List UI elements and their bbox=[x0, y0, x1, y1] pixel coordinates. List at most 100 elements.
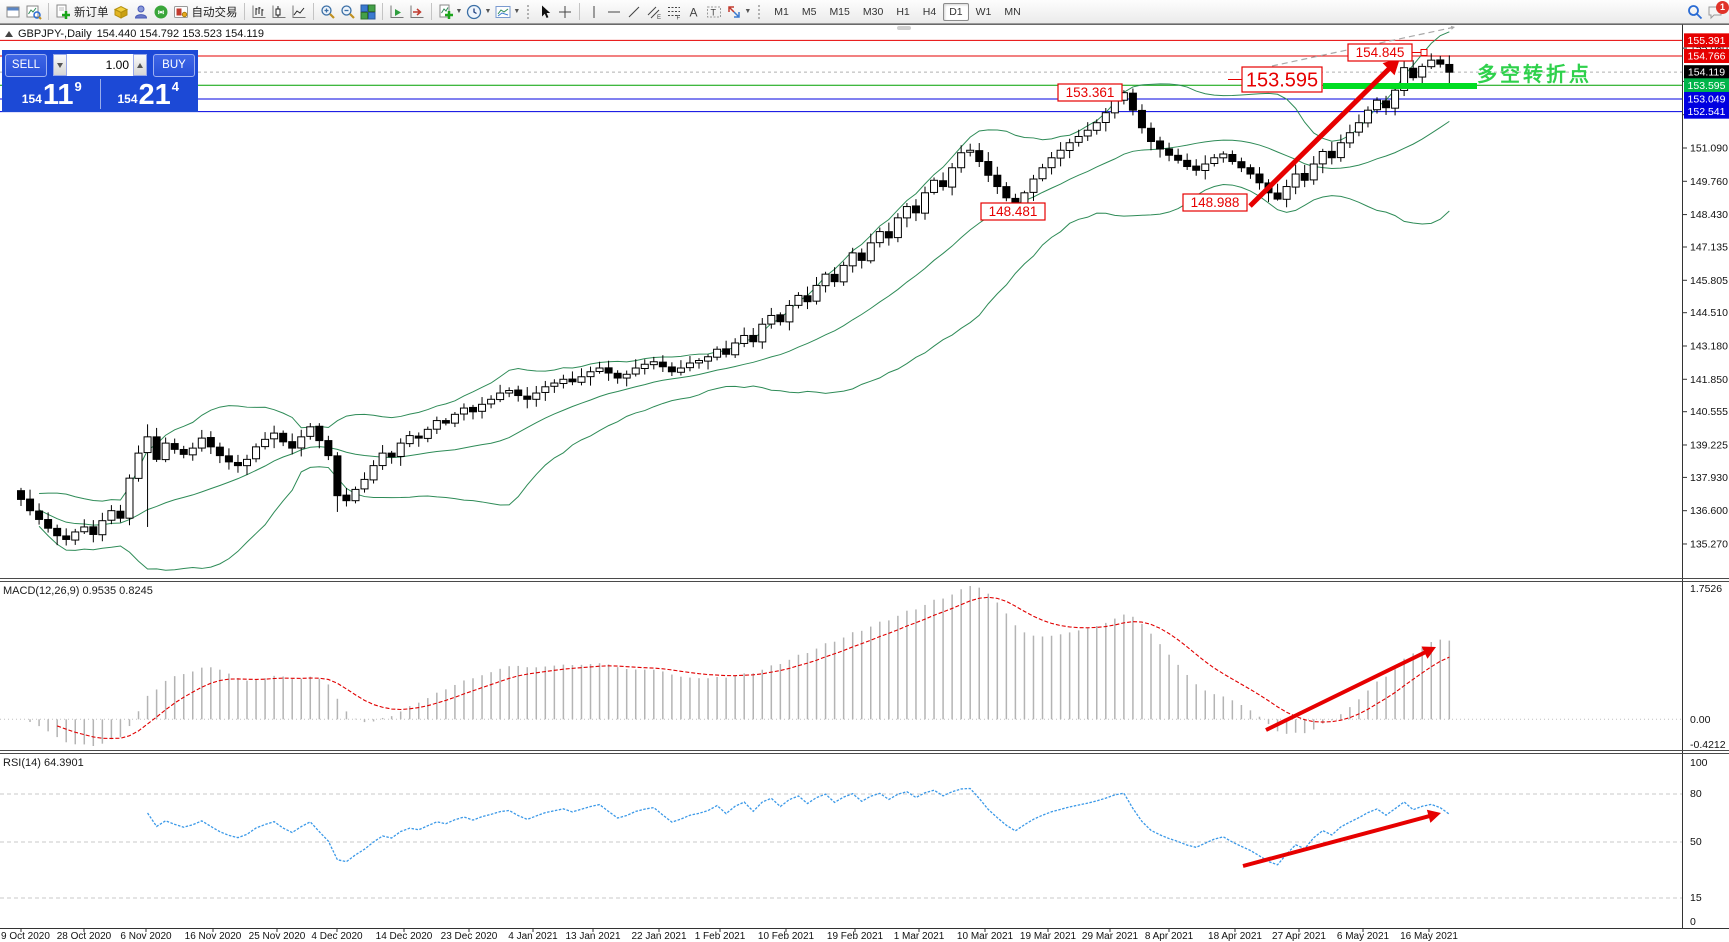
toolbar-separator bbox=[312, 3, 314, 20]
sell-price-frac: 9 bbox=[74, 79, 82, 94]
svg-text:25 Nov 2020: 25 Nov 2020 bbox=[249, 931, 306, 942]
text-label-button[interactable]: T bbox=[704, 2, 724, 22]
chevron-down-icon[interactable]: ▼ bbox=[513, 8, 521, 15]
svg-text:23 Dec 2020: 23 Dec 2020 bbox=[441, 931, 498, 942]
annotations[interactable]: 153.361 154.845 153.595 148.481 148.988 多空转折点 bbox=[980, 25, 1592, 868]
market-watch-button[interactable] bbox=[24, 2, 44, 22]
chart-window-button[interactable] bbox=[4, 2, 24, 22]
candlestick-chart-button[interactable] bbox=[269, 2, 289, 22]
tile-windows-button[interactable] bbox=[358, 2, 378, 22]
svg-text:140.555: 140.555 bbox=[1690, 406, 1728, 418]
new-order-button[interactable]: 新订单 bbox=[53, 2, 111, 22]
price-axis[interactable]: 155.080153.750152.420151.090149.760148.4… bbox=[1682, 33, 1729, 550]
svg-text:151.090: 151.090 bbox=[1690, 143, 1728, 155]
text-button[interactable]: A bbox=[684, 2, 704, 22]
tf-H4[interactable]: H4 bbox=[922, 5, 937, 18]
chevron-down-icon[interactable]: ▼ bbox=[744, 8, 752, 15]
profile-button[interactable] bbox=[131, 2, 151, 22]
zoom-out-button[interactable] bbox=[338, 2, 358, 22]
metaeditor-icon bbox=[113, 4, 129, 20]
line-chart-icon bbox=[291, 4, 307, 20]
svg-text:16 May 2021: 16 May 2021 bbox=[1400, 931, 1458, 942]
svg-text:148.481: 148.481 bbox=[989, 204, 1038, 219]
price-callout[interactable] bbox=[1057, 83, 1123, 102]
svg-text:6 May 2021: 6 May 2021 bbox=[1337, 931, 1390, 942]
auto-scroll-icon bbox=[389, 4, 405, 20]
metaeditor-button[interactable] bbox=[111, 2, 131, 22]
tile-windows-icon bbox=[360, 4, 376, 20]
svg-text:153.361: 153.361 bbox=[1066, 85, 1115, 100]
chart-shift-button[interactable] bbox=[407, 2, 427, 22]
sell-button[interactable]: SELL bbox=[5, 53, 47, 77]
auto-scroll-button[interactable] bbox=[387, 2, 407, 22]
signals-button[interactable] bbox=[151, 2, 171, 22]
tf-M5[interactable]: M5 bbox=[801, 5, 817, 18]
svg-text:19 Feb 2021: 19 Feb 2021 bbox=[827, 931, 884, 942]
svg-text:149.760: 149.760 bbox=[1690, 176, 1728, 188]
rsi-pane: 100 80 50 15 0 bbox=[0, 757, 1708, 928]
svg-text:1 Feb 2021: 1 Feb 2021 bbox=[695, 931, 746, 942]
toolbar-separator bbox=[430, 3, 432, 20]
buy-quote[interactable]: 154 21 4 bbox=[102, 79, 196, 110]
date-axis[interactable]: 9 Oct 2020 28 Oct 2020 6 Nov 2020 16 Nov 20… bbox=[1, 928, 1458, 942]
crosshair-button[interactable] bbox=[555, 2, 575, 22]
tf-H1[interactable]: H1 bbox=[896, 5, 910, 18]
bar-chart-button[interactable] bbox=[249, 2, 269, 22]
quote-divider bbox=[99, 79, 101, 109]
svg-text:13 Jan 2021: 13 Jan 2021 bbox=[565, 931, 620, 942]
toolbar-grip[interactable] bbox=[526, 3, 532, 20]
pane-grip[interactable] bbox=[897, 26, 911, 30]
price-callout[interactable] bbox=[1182, 193, 1248, 212]
chevron-down-icon[interactable]: ▼ bbox=[455, 8, 463, 15]
tf-MN[interactable]: MN bbox=[1004, 5, 1021, 18]
crosshair-icon bbox=[557, 4, 573, 20]
tf-M1[interactable]: M1 bbox=[774, 5, 789, 18]
buy-button[interactable]: BUY bbox=[153, 53, 195, 77]
toolbar-separator bbox=[579, 3, 581, 20]
toolbar-grip[interactable] bbox=[757, 3, 763, 20]
new-order-icon bbox=[55, 4, 71, 20]
vertical-line-button[interactable] bbox=[584, 2, 604, 22]
arrows-button[interactable]: ▼ bbox=[724, 2, 753, 22]
search-button[interactable] bbox=[1685, 2, 1705, 22]
sell-quote[interactable]: 154 11 9 bbox=[5, 79, 99, 110]
horizontal-line-button[interactable] bbox=[604, 2, 624, 22]
tf-D1[interactable]: D1 bbox=[943, 2, 969, 21]
trendline-button[interactable] bbox=[624, 2, 644, 22]
toolbar-separator bbox=[381, 3, 383, 20]
cursor-button[interactable] bbox=[535, 2, 555, 22]
collapse-arrow-icon[interactable] bbox=[5, 31, 13, 37]
volume-input[interactable] bbox=[67, 54, 133, 76]
price-callout[interactable] bbox=[980, 202, 1046, 221]
svg-text:1.7526: 1.7526 bbox=[1690, 583, 1722, 595]
triangle-up-icon bbox=[137, 62, 143, 68]
periods-button[interactable]: ▼ bbox=[464, 2, 493, 22]
svg-text:152.541: 152.541 bbox=[1688, 106, 1726, 118]
zoom-in-button[interactable] bbox=[318, 2, 338, 22]
volume-increase-button[interactable] bbox=[133, 54, 147, 76]
svg-text:1 Mar 2021: 1 Mar 2021 bbox=[894, 931, 945, 942]
tf-W1[interactable]: W1 bbox=[975, 5, 992, 18]
toolbar-separator bbox=[48, 3, 49, 20]
symbol-ohlc-line: GBPJPY-,Daily 154.440 154.792 153.523 15… bbox=[5, 28, 264, 40]
chart-window-icon bbox=[6, 4, 22, 20]
svg-text:148.988: 148.988 bbox=[1191, 195, 1240, 210]
autotrading-button[interactable]: 自动交易 bbox=[171, 2, 240, 22]
svg-text:141.850: 141.850 bbox=[1690, 374, 1728, 386]
templates-button[interactable]: ▼ bbox=[493, 2, 522, 22]
indicators-button[interactable]: ▼ bbox=[436, 2, 465, 22]
chat-button[interactable]: 1 bbox=[1705, 0, 1729, 22]
fibonacci-button[interactable]: F bbox=[664, 2, 684, 22]
chevron-down-icon[interactable]: ▼ bbox=[484, 8, 492, 15]
line-chart-button[interactable] bbox=[289, 2, 309, 22]
svg-text:F: F bbox=[677, 15, 681, 20]
volume-decrease-button[interactable] bbox=[53, 54, 67, 76]
svg-text:29 Mar 2021: 29 Mar 2021 bbox=[1082, 931, 1139, 942]
equidistant-channel-button[interactable]: E bbox=[644, 2, 664, 22]
svg-text:10 Feb 2021: 10 Feb 2021 bbox=[758, 931, 815, 942]
tf-M30[interactable]: M30 bbox=[862, 5, 884, 18]
tf-M15[interactable]: M15 bbox=[829, 5, 850, 18]
macd-pane: 1.7526 0.00 -0.4212 bbox=[0, 583, 1726, 751]
price-callout[interactable] bbox=[1241, 66, 1323, 93]
